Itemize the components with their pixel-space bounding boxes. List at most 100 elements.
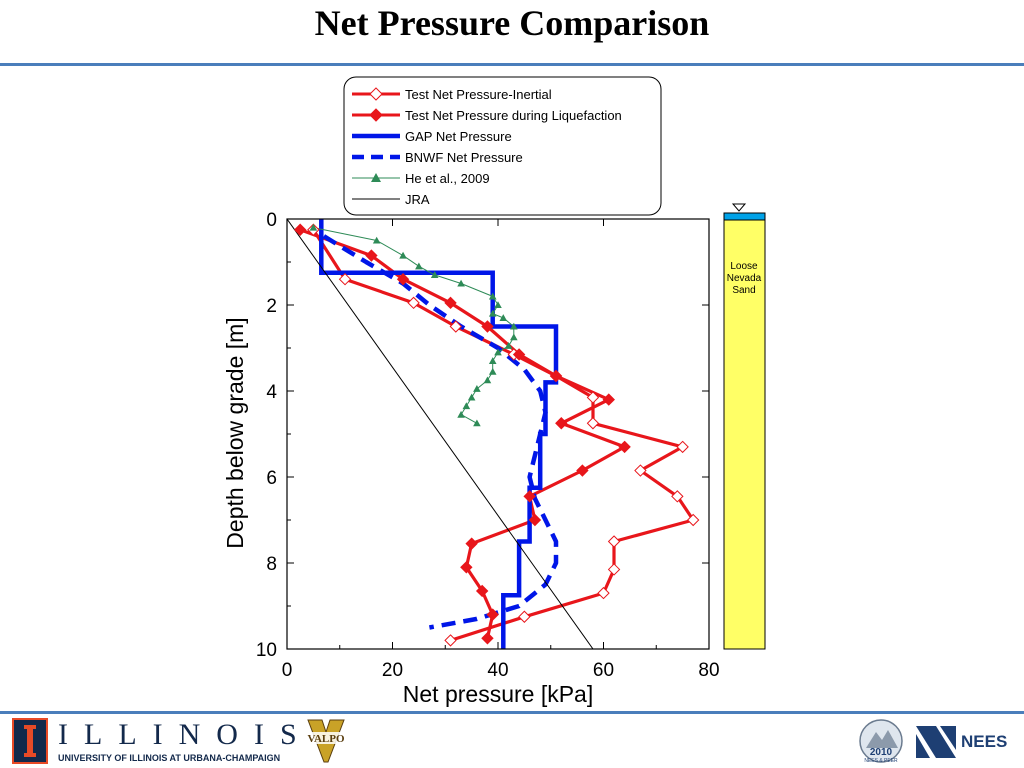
legend-marker bbox=[371, 173, 381, 182]
plot-frame bbox=[286, 218, 710, 650]
data-point bbox=[676, 440, 689, 454]
series-line-0 bbox=[312, 228, 695, 642]
data-point bbox=[504, 342, 513, 349]
data-point bbox=[634, 464, 647, 477]
x-axis-label: Net pressure [kPa] bbox=[403, 681, 593, 707]
series-line-3 bbox=[322, 234, 559, 630]
data-point bbox=[486, 608, 499, 621]
data-point bbox=[549, 369, 563, 383]
data-point bbox=[518, 610, 531, 623]
data-point bbox=[365, 249, 378, 262]
page-title: Net Pressure Comparison bbox=[314, 3, 710, 43]
data-point bbox=[607, 535, 621, 548]
x-tick-label: 60 bbox=[593, 660, 614, 681]
data-point bbox=[444, 296, 457, 310]
data-point bbox=[528, 513, 542, 527]
legend-marker bbox=[369, 87, 383, 101]
y-tick-label: 6 bbox=[266, 468, 277, 489]
series-line-5 bbox=[287, 219, 594, 649]
data-point bbox=[488, 367, 497, 375]
legend-label: BNWF Net Pressure bbox=[405, 150, 523, 165]
data-point bbox=[407, 296, 420, 310]
data-point bbox=[494, 301, 502, 309]
valpo-logo: VALPO bbox=[300, 719, 352, 763]
data-point bbox=[473, 419, 481, 427]
data-point bbox=[597, 586, 610, 600]
data-point bbox=[460, 561, 473, 574]
data-point bbox=[586, 417, 600, 430]
nees-logo bbox=[916, 726, 956, 758]
data-point bbox=[430, 271, 439, 278]
water-layer bbox=[723, 212, 766, 221]
data-point bbox=[523, 490, 536, 503]
soil-label-line-3: Sand bbox=[732, 285, 755, 296]
x-tick-label: 40 bbox=[487, 660, 508, 681]
data-point bbox=[399, 251, 407, 259]
data-point bbox=[686, 513, 700, 527]
nees-peer-2010-logo: 2010 NEES & PEER bbox=[859, 719, 903, 764]
data-point bbox=[488, 309, 497, 317]
data-point bbox=[602, 393, 615, 406]
data-point bbox=[372, 236, 381, 244]
soil-label-line-1: Loose bbox=[730, 261, 758, 272]
x-tick-label: 80 bbox=[698, 660, 719, 681]
data-point bbox=[457, 410, 465, 418]
svg-text:2010: 2010 bbox=[870, 747, 893, 758]
data-point bbox=[481, 320, 494, 333]
data-point bbox=[481, 632, 494, 645]
y-tick-label: 8 bbox=[266, 554, 277, 575]
y-tick-label: 4 bbox=[266, 382, 277, 403]
data-point bbox=[576, 464, 589, 477]
footer: ILLINOIS UNIVERSITY OF ILLINOIS AT URBAN… bbox=[0, 716, 1024, 768]
series-line-4 bbox=[313, 227, 515, 424]
illinois-logo bbox=[12, 718, 48, 764]
data-point bbox=[483, 376, 492, 384]
data-point bbox=[465, 537, 478, 550]
legend-label: JRA bbox=[405, 192, 430, 207]
data-point bbox=[473, 385, 481, 392]
soil-label-line-2: Nevada bbox=[727, 273, 762, 284]
legend-label: GAP Net Pressure bbox=[405, 129, 512, 144]
data-point bbox=[444, 634, 457, 647]
y-tick-label: 2 bbox=[266, 296, 277, 317]
data-point bbox=[475, 584, 489, 598]
nees-text: NEES bbox=[961, 732, 1008, 751]
university-name: ILLINOIS bbox=[58, 718, 313, 751]
data-point bbox=[488, 357, 497, 364]
data-point bbox=[449, 320, 463, 333]
chart-legend: Test Net Pressure-Inertial Test Net Press… bbox=[343, 76, 662, 216]
water-table-icon bbox=[731, 203, 747, 212]
data-point bbox=[293, 223, 307, 236]
legend-label: He et al., 2009 bbox=[405, 171, 490, 186]
data-point bbox=[338, 272, 352, 286]
data-point bbox=[396, 272, 410, 286]
data-point bbox=[488, 292, 497, 300]
series-line-1 bbox=[299, 228, 627, 639]
data-point bbox=[586, 391, 600, 404]
y-axis-label: Depth below grade [m] bbox=[222, 317, 248, 548]
data-point bbox=[618, 440, 631, 454]
data-point bbox=[462, 402, 471, 410]
series-line-2 bbox=[319, 219, 559, 649]
data-point bbox=[457, 279, 465, 287]
x-tick-label: 20 bbox=[382, 660, 403, 681]
data-point bbox=[555, 417, 568, 430]
data-point bbox=[512, 348, 526, 361]
x-tick-label: 0 bbox=[282, 660, 293, 681]
data-point bbox=[494, 348, 502, 356]
data-point bbox=[510, 333, 518, 341]
data-point bbox=[467, 393, 476, 401]
soil-column: Loose Nevada Sand bbox=[723, 203, 766, 650]
y-tick-label: 10 bbox=[256, 640, 277, 661]
data-point bbox=[499, 314, 508, 321]
university-subtitle: UNIVERSITY OF ILLINOIS AT URBANA-CHAMPAI… bbox=[58, 753, 281, 763]
legend-marker bbox=[369, 108, 383, 122]
data-point bbox=[671, 490, 684, 503]
title-divider bbox=[0, 63, 1024, 66]
legend-label: Test Net Pressure-Inertial bbox=[405, 87, 552, 102]
data-point bbox=[415, 262, 423, 270]
svg-text:VALPO: VALPO bbox=[307, 733, 345, 745]
legend-label: Test Net Pressure during Liquefaction bbox=[405, 108, 622, 123]
footer-divider bbox=[0, 711, 1024, 714]
